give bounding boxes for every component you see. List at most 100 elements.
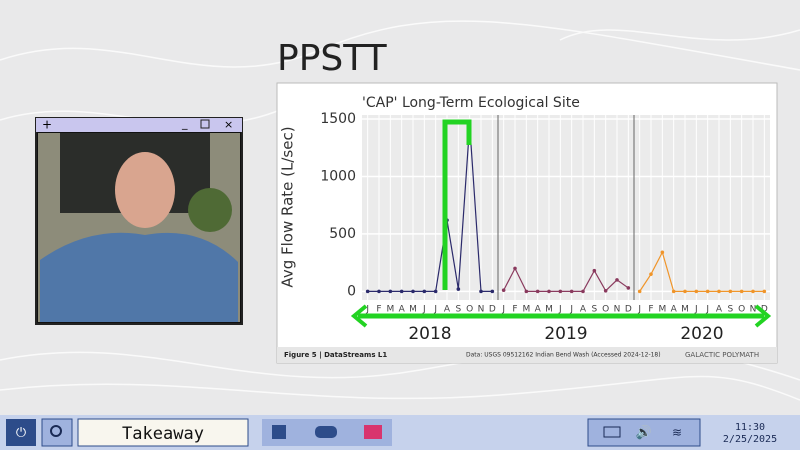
x-tick-label: J [705,305,709,315]
data-point [411,289,415,294]
data-point [649,272,653,276]
data-point [547,289,551,294]
x-tick-label: F [376,305,381,315]
highlight-annotations [350,119,772,328]
data-point [558,289,563,294]
year-label: 2019 [544,324,587,344]
year-label: 2020 [680,324,723,344]
power-icon: ⏻ [16,426,26,441]
app-tab[interactable] [77,418,249,447]
volume-icon[interactable]: 🔊 [636,424,652,441]
x-tick-label: J [365,305,369,315]
footer-brand: GALACTIC POLYMATH [685,351,759,359]
save-icon[interactable] [272,425,286,439]
data-point [479,289,483,294]
data-point [615,278,619,282]
data-point [399,289,404,294]
x-tick-label: J [569,305,573,315]
x-tick-label: A [535,305,542,315]
y-axis-label: Avg Flow Rate (L/sec) [279,126,297,287]
footer-figure: Figure 5 | DataStreams L1 [284,351,387,360]
x-tick-label: S [591,305,597,315]
folder-icon[interactable] [364,425,382,439]
x-tick-label: A [671,305,678,315]
data-point [694,289,699,294]
x-tick-label: O [738,305,745,315]
battery-icon[interactable] [603,426,621,438]
y-tick-label: 500 [329,226,356,242]
data-point [569,289,574,294]
x-tick-label: S [727,305,733,315]
x-tick-label: A [716,305,723,315]
search-icon [50,425,62,437]
clock-date: 2/25/2025 [723,434,777,445]
data-point [513,266,517,271]
year-label: 2018 [408,324,451,344]
x-tick-label: N [750,305,757,315]
data-point [456,287,461,291]
data-point [535,289,540,294]
window-close[interactable]: × [224,118,233,131]
x-tick-label: J [501,305,505,315]
x-tick-label: S [455,305,461,315]
data-point [433,289,438,294]
y-tick-label: 1000 [320,168,356,184]
data-point [751,289,755,294]
x-tick-label: J [433,305,437,315]
x-tick-label: F [512,305,517,315]
chart-title: 'CAP' Long-Term Ecological Site [362,95,580,111]
x-tick-label: O [466,305,473,315]
x-tick-label: N [478,305,485,315]
game-icon[interactable] [315,426,337,438]
chart-footer [277,347,777,363]
data-point [603,289,608,293]
x-tick-label: M [409,305,417,315]
window-minimize[interactable]: _ [181,117,188,130]
x-tick-label: J [558,305,562,315]
x-tick-label: M [545,305,553,315]
search-button[interactable] [41,418,73,447]
data-point [377,289,381,294]
data-point [388,289,393,294]
logo: PPSTT [277,38,388,79]
y-tick-label: 0 [347,283,356,299]
data-point [592,268,597,273]
data-point [762,289,767,294]
plot-background [362,115,770,300]
x-tick-label: M [386,305,394,315]
x-tick-label: D [761,305,768,315]
data-point [637,289,642,294]
x-tick-label: D [489,305,496,315]
data-point [581,289,585,294]
plot: J F M A M J J A S O N D J F M A M J J A S O N D J F M A M J J A S O N D0500… [320,111,770,315]
data-point [728,289,733,294]
x-tick-label: O [602,305,609,315]
data-point [683,289,687,294]
data-point [660,250,665,255]
x-tick-label: F [648,305,653,315]
x-tick-label: M [658,305,666,315]
series-line [503,267,629,292]
app-name: Takeaway [122,424,204,444]
x-tick-label: M [681,305,689,315]
data-point [365,289,370,294]
x-tick-label: J [694,305,698,315]
data-point [490,289,495,294]
x-tick-label: D [625,305,632,315]
x-tick-label: A [444,305,451,315]
x-tick-label: A [580,305,587,315]
window-titlebar [36,118,242,132]
x-tick-label: A [399,305,406,315]
y-tick-label: 1500 [320,111,356,127]
background-waves [0,20,800,401]
power-button[interactable] [6,419,36,446]
series-line [639,250,765,292]
window-maximize[interactable] [200,119,210,129]
data-point [501,288,506,293]
window-menu[interactable]: + [42,118,52,132]
data-point [705,289,710,294]
wifi-icon[interactable]: ≋ [672,426,682,440]
series-line [367,124,493,292]
